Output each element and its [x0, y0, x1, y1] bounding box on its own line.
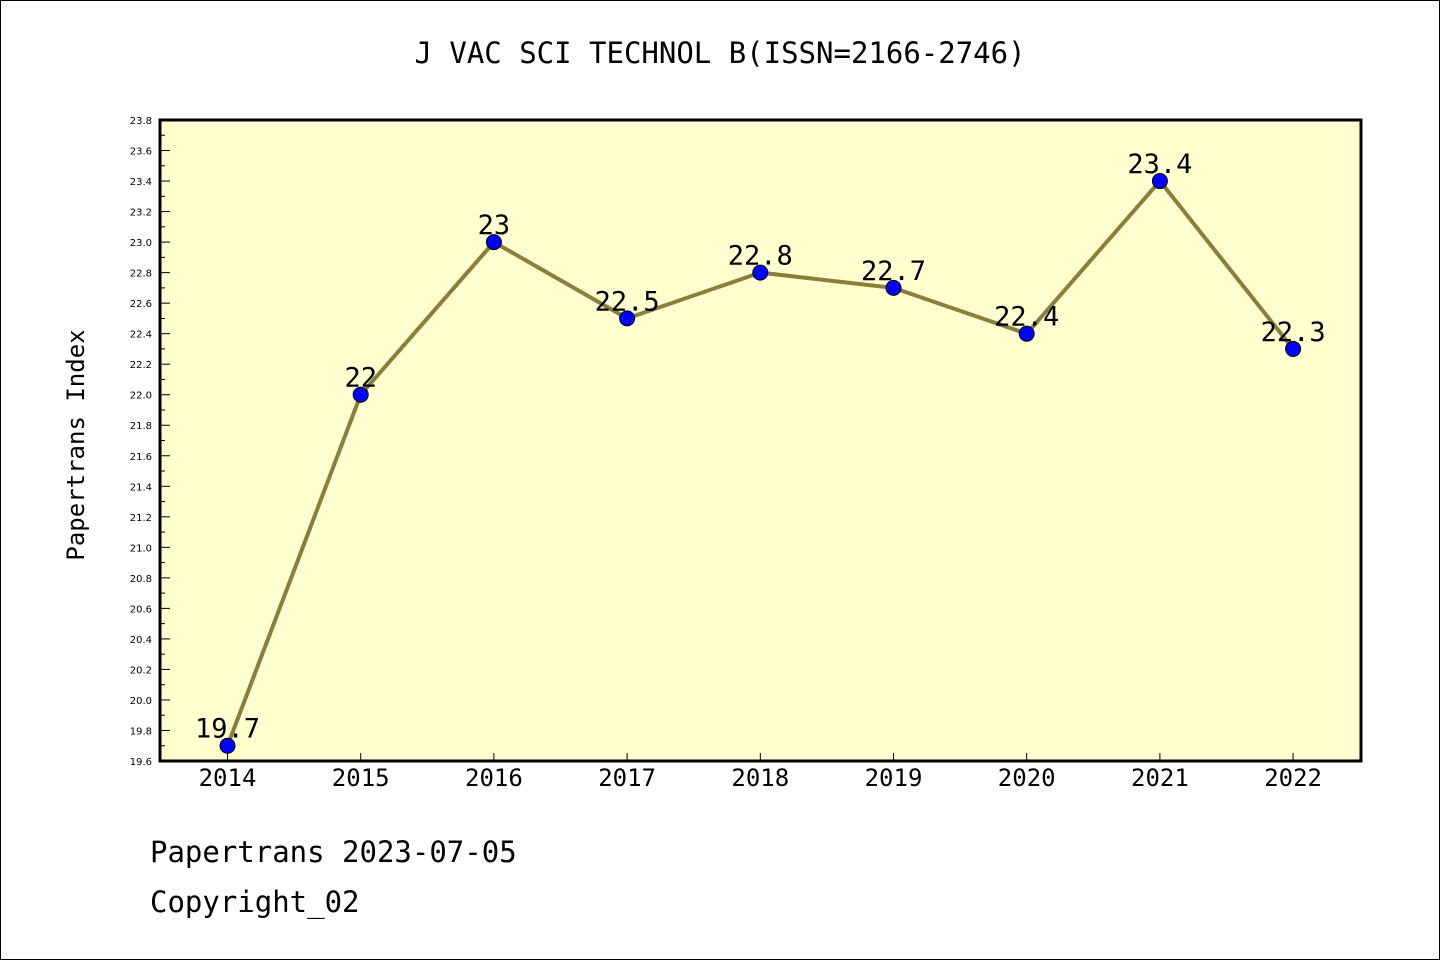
y-tick-label: 22.4 [130, 330, 152, 341]
y-tick-label: 21.4 [130, 482, 152, 493]
x-tick-label: 2016 [465, 764, 523, 792]
x-tick-label: 2019 [865, 764, 923, 792]
y-tick-label: 23.0 [130, 238, 152, 249]
data-label: 22 [344, 363, 377, 394]
y-tick-label: 23.2 [130, 208, 152, 219]
x-tick-label: 2021 [1131, 764, 1189, 792]
y-tick-label: 21.8 [130, 421, 152, 432]
data-label: 22.7 [861, 256, 926, 287]
y-tick-label: 20.4 [130, 635, 152, 646]
data-point [1151, 173, 1168, 190]
data-point [485, 234, 502, 251]
data-point [752, 264, 769, 281]
y-tick-label: 21.0 [130, 543, 152, 554]
data-label: 22.4 [994, 302, 1059, 333]
data-point [1285, 340, 1302, 357]
data-point [352, 386, 369, 403]
y-tick-label: 20.8 [130, 574, 152, 585]
data-point [885, 279, 902, 296]
y-tick-label: 20.2 [130, 665, 152, 676]
y-tick-label: 22.2 [130, 360, 152, 371]
y-tick-label: 23.8 [130, 116, 152, 127]
data-point [219, 737, 236, 754]
y-tick-label: 23.4 [130, 177, 152, 188]
data-point [619, 310, 636, 327]
y-tick-label: 21.6 [130, 452, 152, 463]
y-tick-label: 19.8 [130, 726, 152, 737]
x-tick-label: 2020 [998, 764, 1056, 792]
chart-title: J VAC SCI TECHNOL B(ISSN=2166-2746) [414, 36, 1026, 70]
y-tick-label: 20.6 [130, 604, 152, 615]
data-label: 19.7 [195, 714, 260, 745]
x-tick-label: 2014 [199, 764, 257, 792]
y-tick-label: 22.8 [130, 269, 152, 280]
y-tick-label: 21.2 [130, 513, 152, 524]
data-label: 23 [478, 210, 511, 241]
y-tick-label: 23.6 [130, 147, 152, 158]
plot-border [158, 118, 1363, 763]
data-point [1018, 325, 1035, 342]
footer-copyright: Copyright_02 [150, 885, 360, 919]
plot-background [160, 120, 1361, 761]
x-tick-label: 2015 [332, 764, 390, 792]
data-label: 22.3 [1261, 317, 1326, 348]
y-tick-label: 22.0 [130, 391, 152, 402]
x-tick-label: 2018 [731, 764, 789, 792]
x-tick-label: 2022 [1264, 764, 1322, 792]
footer-date: Papertrans 2023-07-05 [150, 835, 517, 869]
data-label: 22.5 [595, 286, 660, 317]
y-tick-label: 22.6 [130, 299, 152, 310]
y-tick-label: 20.0 [130, 696, 152, 707]
y-tick-label: 19.6 [130, 757, 152, 768]
data-label: 23.4 [1127, 149, 1192, 180]
x-tick-label: 2017 [598, 764, 656, 792]
data-label: 22.8 [728, 241, 793, 272]
